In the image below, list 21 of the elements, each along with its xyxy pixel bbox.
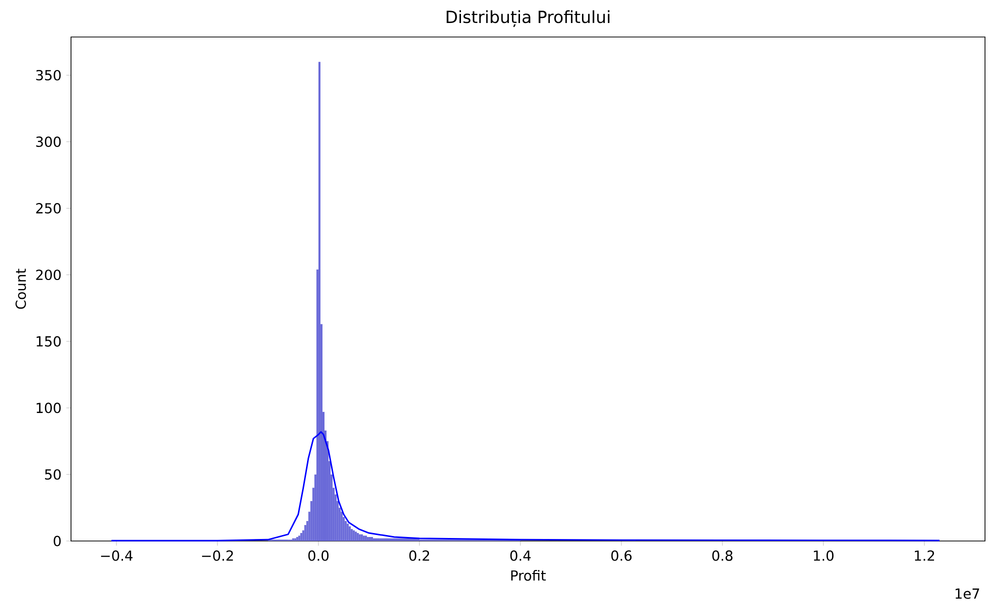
x-axis-title: Profit bbox=[511, 570, 546, 581]
y-tick-label: 100 bbox=[36, 402, 61, 414]
y-tick-label: 150 bbox=[36, 336, 61, 346]
y-tick-label: 300 bbox=[36, 136, 61, 147]
x-tick-label: −0.2 bbox=[202, 550, 233, 561]
x-tick-label: 0.6 bbox=[611, 550, 632, 561]
x-tick-label: 0.0 bbox=[308, 550, 329, 561]
y-tick-label: 50 bbox=[45, 469, 61, 480]
x-tick-label: 1.2 bbox=[914, 550, 934, 561]
y-axis-title: Count bbox=[16, 268, 26, 309]
x-tick-label: 0.4 bbox=[510, 550, 531, 561]
x-tick-label: 0.8 bbox=[712, 550, 732, 561]
x-tick-label: 0.2 bbox=[409, 550, 430, 561]
y-tick-label: 350 bbox=[36, 70, 61, 80]
chart-title: Distribuția Profitului bbox=[446, 10, 610, 27]
x-tick-label: 1.0 bbox=[814, 550, 834, 561]
y-tick-label: 250 bbox=[36, 202, 61, 214]
x-tick-label: −0.4 bbox=[101, 550, 133, 561]
y-tick-label: 0 bbox=[54, 536, 61, 546]
y-tick-label: 200 bbox=[36, 269, 61, 280]
text: 1e7 bbox=[956, 588, 980, 599]
